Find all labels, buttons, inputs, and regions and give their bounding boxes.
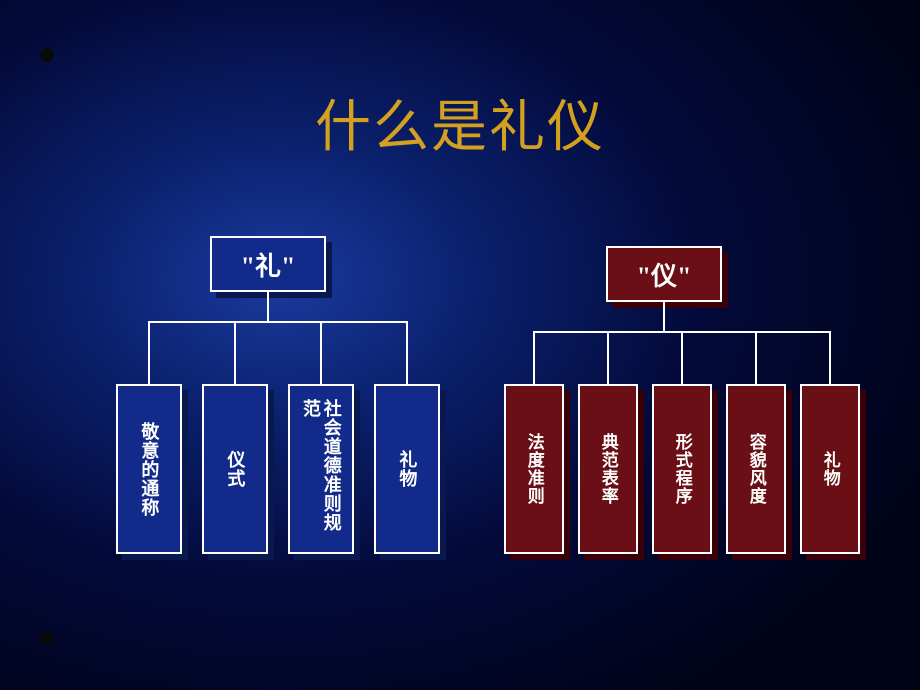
connector-line — [148, 322, 150, 384]
tree-child-box: 社会道德准则规范 — [288, 384, 354, 554]
connector-line — [406, 322, 408, 384]
connector-line — [829, 332, 831, 384]
tree-child-label: 形式程序 — [672, 433, 692, 505]
bullet-top — [40, 48, 54, 62]
connector-line — [681, 332, 683, 384]
connector-line — [607, 332, 609, 384]
tree-child-label: 礼物 — [820, 451, 840, 487]
slide-title: 什么是礼仪 — [0, 82, 920, 163]
connector-line — [755, 332, 757, 384]
tree-parent-box: "仪" — [606, 246, 722, 302]
connector-line — [148, 321, 408, 323]
connector-line — [267, 292, 269, 322]
tree-parent-label: "仪" — [637, 256, 692, 293]
tree-child-label: 法度准则 — [524, 433, 544, 505]
tree-child-box: 法度准则 — [504, 384, 564, 554]
tree-parent-box: "礼" — [210, 236, 326, 292]
bullet-bottom — [40, 632, 54, 646]
tree-child-box: 敬意的通称 — [116, 384, 182, 554]
tree-child-label: 社会道德准则规范 — [300, 399, 341, 539]
connector-line — [320, 322, 322, 384]
connector-line — [663, 302, 665, 332]
tree-child-box: 容貌风度 — [726, 384, 786, 554]
connector-line — [234, 322, 236, 384]
tree-child-label: 容貌风度 — [746, 433, 766, 505]
tree-child-box: 仪式 — [202, 384, 268, 554]
tree-child-box: 礼物 — [374, 384, 440, 554]
tree-child-box: 形式程序 — [652, 384, 712, 554]
tree-child-label: 典范表率 — [598, 433, 618, 505]
connector-line — [533, 332, 535, 384]
tree-child-box: 礼物 — [800, 384, 860, 554]
tree-child-box: 典范表率 — [578, 384, 638, 554]
tree-parent-label: "礼" — [241, 246, 296, 283]
tree-child-label: 敬意的通称 — [139, 422, 160, 517]
tree-child-label: 礼物 — [397, 450, 418, 488]
tree-child-label: 仪式 — [225, 450, 246, 488]
